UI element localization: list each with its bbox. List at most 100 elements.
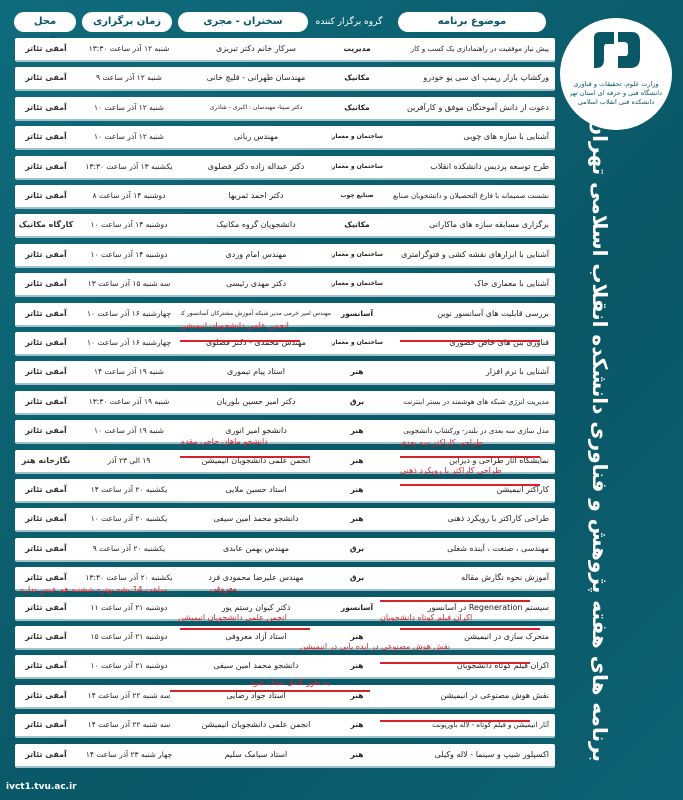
row-speaker: سرکار خانم دکتر تبریزی [216,44,296,53]
row-group: برق [349,543,365,553]
row-time: یکشنبه ۲۰ آذر ساعت ۱۰ [90,514,168,524]
row-time: دوشنبه ۲۱ آذر ساعت ۱۱ [90,602,168,612]
row-topic: نمایشگاه آثار طراحی و دیزاین [449,455,549,465]
header-speaker: سخنران - مجری [178,12,308,32]
row-topic: آموزش نحوه نگارش مقاله [461,573,549,583]
table-row: کاراکتر انیمیشن هنر استاد حسین ملایی یکشنبه… [15,479,555,503]
table-row: نمایشگاه آثار طراحی و دیزاین هنر انجمن علم… [15,449,555,474]
vertical-title: برنامه های هفته پژوهش و فناوری دانشکده ا… [588,118,612,762]
strike-line [400,484,540,486]
row-group: برق [349,396,365,406]
row-speaker: دکتر احمد ثمریها [228,191,284,200]
row-speaker: دانشجو محمد امین سیفی [213,514,299,524]
handwritten-note: دانشجو ماهان حاجی مقدم [180,437,268,446]
table-row: برگزاری مسابقه سازه های ماکارانی مکانیک دا… [15,214,555,239]
table-row: پیش نیاز موفقیت در راهنمادازی یک کسب و ک… [15,38,555,62]
row-place: آمفی تئاتر [25,161,67,171]
row-place: آمفی تئاتر [25,279,67,289]
row-time: شنبه ۱۹ آذر ساعت ۱۰ [94,426,164,436]
row-group: ساختمان و معماری [331,162,383,170]
row-topic: طرح توسعه پردیس دانشکده انقلاب [430,161,549,171]
strike-line [400,456,540,458]
row-time: دوشنبه ۱۴ آذر ساعت ۱۰ [90,220,168,230]
row-topic: سیستم Regeneration در آسانسور [427,602,549,612]
row-place: آمفی تئاتر [25,690,67,700]
row-time: شنبه ۱۲ آذر ساعت ۹ [96,73,162,83]
row-speaker: مهندسان طهرانی - قلیچ خانی [206,73,306,83]
strike-line [180,340,300,342]
handwritten-note: نقش هوش مصنوعی در ایده یابی در انیمیشن [300,642,450,651]
row-speaker: دانشجویان گروه مکانیک [216,220,296,230]
row-speaker: دکتر مهدی رئیسی [225,279,287,289]
strike-line [380,662,530,664]
row-speaker: مهندس امیر خرمی مدیر شبکه آموزش مشترکان … [181,309,331,317]
table-row: آثار انیمیشن و فیلم کوتاه - لاله باوریون… [15,714,555,739]
row-topic: برگزاری مسابقه سازه های ماکارانی [429,220,549,230]
row-group: ساختمان و معماری [331,339,383,346]
table-row: مدیریت انرژی شبکه های هوشمند در بستر این… [15,390,555,415]
table-row: بررسی قابلیت های آسانسور نوین آسانسور مهند… [15,302,555,327]
row-time: دوشنبه ۱۴ آذر ساعت ۸ [92,191,166,200]
strike-line [170,690,370,692]
row-place: نگارخانه هنر [21,455,71,465]
table-row: طرح توسعه پردیس دانشکده انقلاب ساختمان و … [15,155,555,180]
row-topic: مدل سازی سه بعدی در بلندر- ورکشاپ دانشجو… [403,427,549,436]
row-topic: آشنایی با معماری خاک [474,279,549,289]
table-row: متحرک سازی در انیمیشن هنر استاد آزاد معروف… [15,626,555,650]
row-speaker: استاد سیامک سلیم [224,749,288,759]
row-topic: پیش نیاز موفقیت در راهنمادازی یک کسب و ک… [410,45,549,53]
row-group: ساختمان و معماری [331,133,383,141]
row-place: آمفی تئاتر [25,543,67,553]
logo-icon [594,32,640,68]
row-time: چهارشنبه ۱۶ آذر ساعت ۱۰ [87,308,171,318]
handwritten-note: طراحی کاراکتر سه بعدی [400,438,483,447]
row-time: شنبه ۱۲ آذر ساعت ۱۳:۳۰ [88,44,170,53]
row-topic: بررسی قابلیت های آسانسور نوین [437,308,549,318]
row-time: شنبه ۱۹ آذر ساعت ۱۴ [94,367,164,377]
row-place: آمفی تئاتر [25,661,67,671]
row-time: یکشنبه ۲۰ آذر ساعت ۹ [92,543,166,553]
row-place: آمفی تئاتر [25,485,67,494]
logo-line-2: دانشگاه فنی و حرفه ای استان تهران [570,89,662,97]
handwritten-note: به طور کامل حذف شود [250,678,330,687]
row-speaker: مهندس علیرضا محمودی فرد [208,573,304,583]
row-time: یکشنبه ۲۰ آذر ساعت ۱۴ [90,485,168,494]
table-row: نقش هوش مصنوعی در انیمیشن هنر استاد جواد ر… [15,684,555,709]
strike-line [180,628,310,630]
row-place: آمفی تئاتر [25,426,67,436]
row-place: آمفی تئاتر [25,73,67,83]
row-speaker: دانشجو محمد امین سیفی [213,661,299,671]
handwritten-note: طراحی کاراکتر با رویکرد ذهنی [400,466,502,475]
row-time: دوشنبه ۲۱ آذر ساعت ۱۵ [90,632,168,641]
row-group: هنر [350,632,364,641]
row-group: ساختمان و معماری [331,280,383,288]
row-place: آمفی تئاتر [25,749,67,759]
row-topic: متحرک سازی در انیمیشن [464,632,549,641]
row-place: آمفی تئاتر [25,44,67,53]
strike-line [380,600,530,602]
row-place: آمفی تئاتر [25,249,67,259]
row-topic: مدیریت انرژی شبکه های هوشمند در بستر این… [403,397,549,406]
table-row: مدل سازی سه بعدی در بلندر- ورکشاپ دانشجو… [15,420,555,445]
table-row: آشنایی با نرم افزار هنر استاد پیام تیموری ش… [15,361,555,386]
row-group: ساختمان و معماری [331,250,383,258]
footer-url[interactable]: ivct1.tvu.ac.ir [6,782,77,792]
row-topic: اکسپلور شیپ و سینما - لاله وکیلی [434,749,550,759]
table-row: آشنایی با ابزارهای نقشه کشی و فتوگرامتری… [15,243,555,268]
row-speaker: دکتر سینا- مهندسان : اکبری - شاذری [209,103,303,111]
handwritten-note: ساعت 14 بشه بهتره ششنبه هم عیس نداره [20,585,167,594]
row-group: هنر [350,661,364,671]
strike-line [400,628,540,630]
row-topic: نقش هوش مصنوعی در انیمیشن [440,690,549,700]
strike-line [400,340,540,342]
row-group: هنر [350,485,364,494]
row-group: مکانیک [344,73,370,83]
handwritten-note: انجمن علمی دانشجویان انیمیشن [178,613,287,622]
row-place: آمفی تئاتر [25,367,67,377]
row-group: هنر [350,514,364,524]
row-time: چهارشنبه ۱۶ آذر ساعت ۱۰ [87,338,171,347]
table-row: مهندسی ، صنعت ، آینده شغلی برق مهندس بهمن … [15,537,555,562]
row-time: ۱۹ الی ۲۳ آذر [107,455,151,465]
row-group: هنر [350,749,364,759]
row-speaker: مهندس بهمن عابدی [223,543,289,553]
